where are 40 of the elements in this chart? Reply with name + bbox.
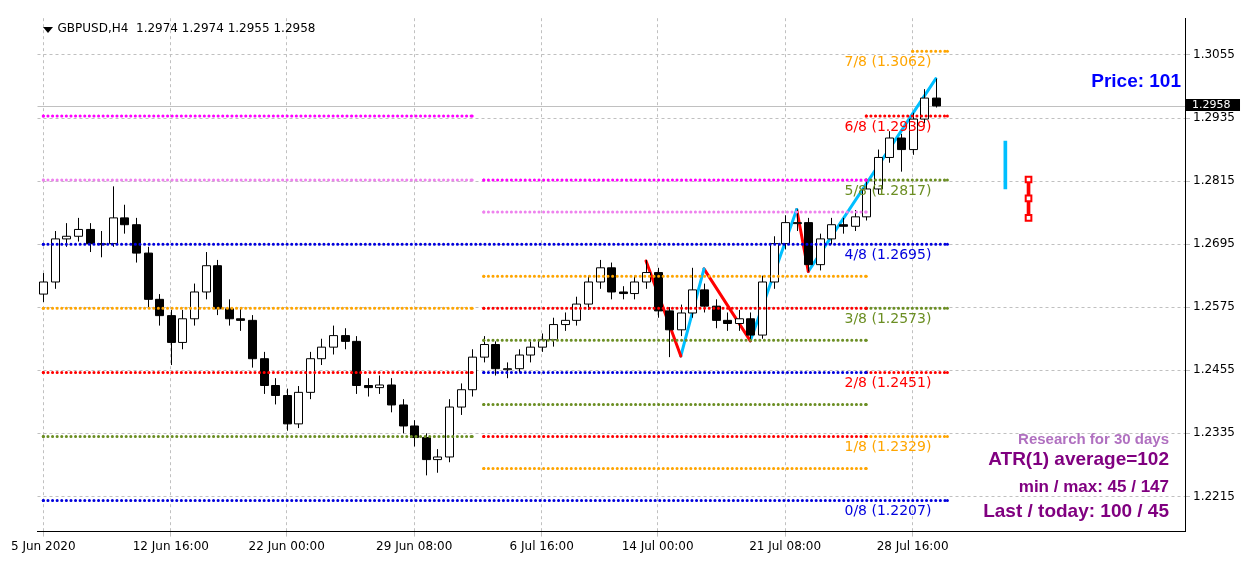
x-tick-label: 6 Jul 16:00 xyxy=(509,538,574,553)
annotation: ATR(1) average=102 xyxy=(988,448,1170,470)
y-tick-label: 1.3055 xyxy=(1193,47,1236,62)
y-tick-label: 1.2575 xyxy=(1193,299,1236,314)
x-tick-label: 5 Jun 2020 xyxy=(11,538,76,553)
series-label: 2/8 (1.2451) xyxy=(844,374,932,391)
series-label: 1/8 (1.2329) xyxy=(844,438,932,455)
candlestick xyxy=(271,377,280,405)
x-tick-label: 29 Jun 08:00 xyxy=(376,538,453,553)
chart-title: GBPUSD,H4 1.2974 1.2974 1.2955 1.2958 xyxy=(57,21,316,36)
series-label: 0/8 (1.2207) xyxy=(844,502,932,519)
series-label: 7/8 (1.3062) xyxy=(844,52,932,69)
candlestick xyxy=(329,325,338,356)
y-tick-label: 1.2935 xyxy=(1193,110,1236,125)
x-tick-label: 12 Jun 16:00 xyxy=(132,538,209,553)
candlestick xyxy=(178,309,187,350)
y-tick-label: 1.2335 xyxy=(1193,425,1236,440)
candlestick xyxy=(735,309,744,332)
series-label: 4/8 (1.2695) xyxy=(844,245,932,262)
x-tick-label: 14 Jul 00:00 xyxy=(621,538,694,553)
x-tick-label: 28 Jul 16:00 xyxy=(876,538,949,553)
candlestick xyxy=(538,332,547,353)
annotation: Last / today: 100 / 45 xyxy=(983,500,1170,522)
y-tick-label: 1.2815 xyxy=(1193,173,1236,188)
annotation: Research for 30 days xyxy=(1018,430,1170,448)
y-tick-label: 1.2455 xyxy=(1193,362,1236,377)
annotation: min / max: 45 / 147 xyxy=(1018,476,1170,496)
x-tick-label: 21 Jul 08:00 xyxy=(749,538,822,553)
candlestick xyxy=(480,335,489,363)
series-label: 3/8 (1.2573) xyxy=(844,309,932,326)
candlestick xyxy=(851,209,860,232)
y-tick-label: 1.2695 xyxy=(1193,236,1236,251)
candlestick xyxy=(700,283,709,313)
candlestick xyxy=(341,327,350,350)
candlestick xyxy=(457,382,466,416)
annotation: Price: 101 xyxy=(1091,69,1182,91)
ref-line-label: 1.2958 xyxy=(1192,97,1231,111)
x-tick-label: 22 Jun 00:00 xyxy=(248,538,325,553)
y-tick-label: 1.2215 xyxy=(1193,488,1236,503)
candlestick xyxy=(746,311,755,342)
